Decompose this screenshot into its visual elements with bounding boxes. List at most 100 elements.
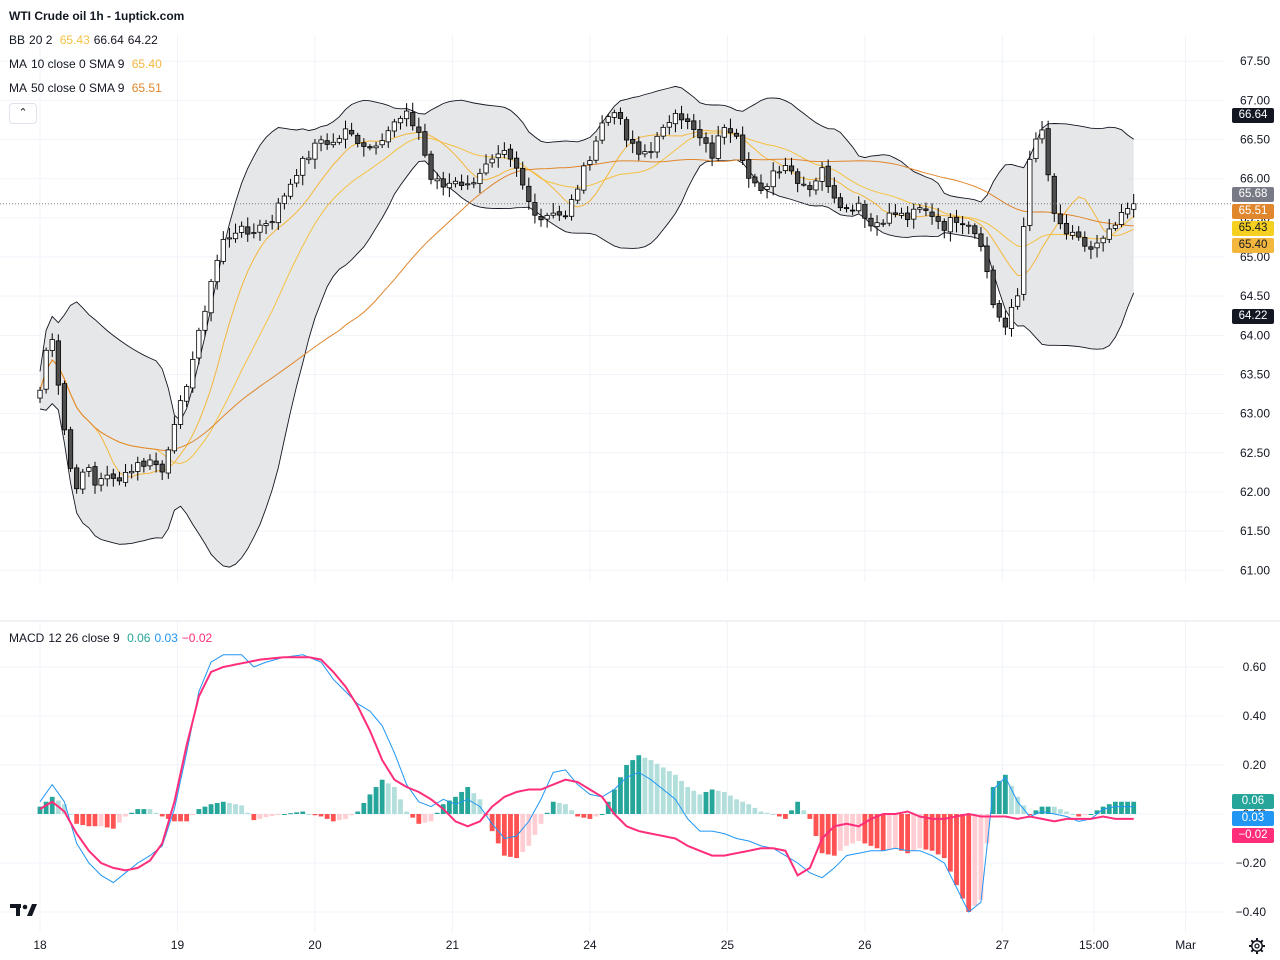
candle[interactable]: [642, 144, 648, 158]
candle[interactable]: [55, 334, 61, 395]
candle[interactable]: [984, 236, 990, 279]
candle[interactable]: [966, 221, 972, 235]
candle[interactable]: [410, 102, 416, 131]
candle[interactable]: [978, 227, 984, 252]
candle[interactable]: [795, 168, 801, 193]
candle[interactable]: [1002, 310, 1008, 335]
candle[interactable]: [263, 219, 269, 235]
candle[interactable]: [727, 118, 734, 143]
candle[interactable]: [758, 174, 764, 194]
candle[interactable]: [43, 347, 49, 394]
candle[interactable]: [856, 196, 862, 214]
candle[interactable]: [245, 217, 251, 242]
candle[interactable]: [440, 171, 446, 196]
candle[interactable]: [294, 169, 300, 188]
candle[interactable]: [1057, 204, 1063, 230]
candle[interactable]: [1124, 202, 1131, 219]
candle[interactable]: [373, 141, 379, 155]
candle[interactable]: [336, 135, 342, 145]
candle[interactable]: [788, 157, 795, 175]
candle[interactable]: [403, 103, 410, 127]
candle[interactable]: [269, 214, 275, 230]
candle[interactable]: [776, 165, 782, 179]
candle[interactable]: [911, 203, 917, 229]
candle[interactable]: [1051, 173, 1057, 222]
candle[interactable]: [764, 183, 770, 199]
candle[interactable]: [306, 150, 312, 164]
candle[interactable]: [507, 144, 514, 167]
candle[interactable]: [416, 117, 422, 140]
candle[interactable]: [226, 227, 233, 248]
candle[interactable]: [886, 203, 892, 227]
candle[interactable]: [654, 132, 660, 159]
candle[interactable]: [434, 172, 440, 190]
candle[interactable]: [318, 135, 324, 152]
candle[interactable]: [147, 454, 153, 470]
candle[interactable]: [960, 216, 966, 235]
candle[interactable]: [1088, 240, 1094, 259]
candle[interactable]: [721, 124, 727, 145]
candle[interactable]: [355, 132, 361, 148]
ma10-line[interactable]: [39, 129, 1134, 478]
candle[interactable]: [471, 177, 477, 189]
candle[interactable]: [422, 123, 428, 158]
candle[interactable]: [972, 223, 978, 239]
bb-legend[interactable]: BB 20 2 65.43 66.64 64.22: [9, 33, 162, 47]
candle[interactable]: [953, 209, 960, 233]
macd-line[interactable]: [39, 654, 1134, 913]
candle[interactable]: [1027, 150, 1033, 232]
settings-gear-icon[interactable]: [1248, 937, 1266, 955]
candle[interactable]: [678, 105, 685, 130]
ma50-line[interactable]: [39, 158, 1134, 451]
candle[interactable]: [349, 122, 355, 137]
candle[interactable]: [165, 446, 171, 479]
candle[interactable]: [239, 221, 245, 238]
candle[interactable]: [850, 204, 856, 216]
candle[interactable]: [813, 177, 819, 195]
candle[interactable]: [941, 218, 947, 239]
candle[interactable]: [184, 384, 190, 408]
candle[interactable]: [672, 109, 679, 133]
candle[interactable]: [171, 416, 178, 454]
candle[interactable]: [208, 278, 214, 322]
candle[interactable]: [532, 193, 538, 224]
candle[interactable]: [452, 177, 459, 188]
candle[interactable]: [361, 138, 367, 157]
candle[interactable]: [135, 456, 141, 481]
candle[interactable]: [947, 213, 953, 242]
candle[interactable]: [190, 351, 196, 393]
candle[interactable]: [874, 215, 880, 236]
candle[interactable]: [868, 213, 874, 232]
candle[interactable]: [556, 205, 562, 221]
candle[interactable]: [892, 204, 899, 218]
candle[interactable]: [1112, 221, 1118, 231]
candle[interactable]: [520, 161, 526, 190]
candle[interactable]: [697, 120, 703, 146]
candle[interactable]: [202, 305, 208, 337]
candle[interactable]: [648, 142, 654, 159]
candle[interactable]: [74, 464, 80, 494]
candle[interactable]: [483, 154, 489, 176]
candle[interactable]: [1008, 298, 1015, 337]
candle[interactable]: [428, 150, 434, 185]
candle[interactable]: [752, 173, 758, 187]
candle[interactable]: [807, 181, 813, 197]
candle[interactable]: [703, 132, 709, 153]
candle[interactable]: [1045, 120, 1051, 182]
candle[interactable]: [746, 152, 752, 188]
candle[interactable]: [709, 134, 715, 167]
candle[interactable]: [446, 173, 452, 198]
candle[interactable]: [1076, 226, 1082, 241]
candle[interactable]: [660, 124, 666, 140]
candle[interactable]: [544, 212, 550, 228]
candle[interactable]: [177, 395, 184, 429]
macd-legend[interactable]: MACD 12 26 close 9 0.06 0.03 −0.02: [9, 631, 216, 645]
candle[interactable]: [37, 386, 43, 403]
candle[interactable]: [819, 161, 825, 191]
macd-axis[interactable]: 0.600.400.200.00−0.20−0.40: [1236, 660, 1267, 919]
candle[interactable]: [605, 113, 611, 126]
candle[interactable]: [685, 113, 691, 130]
candle[interactable]: [801, 176, 807, 187]
candle[interactable]: [691, 113, 697, 138]
candle[interactable]: [458, 174, 465, 191]
